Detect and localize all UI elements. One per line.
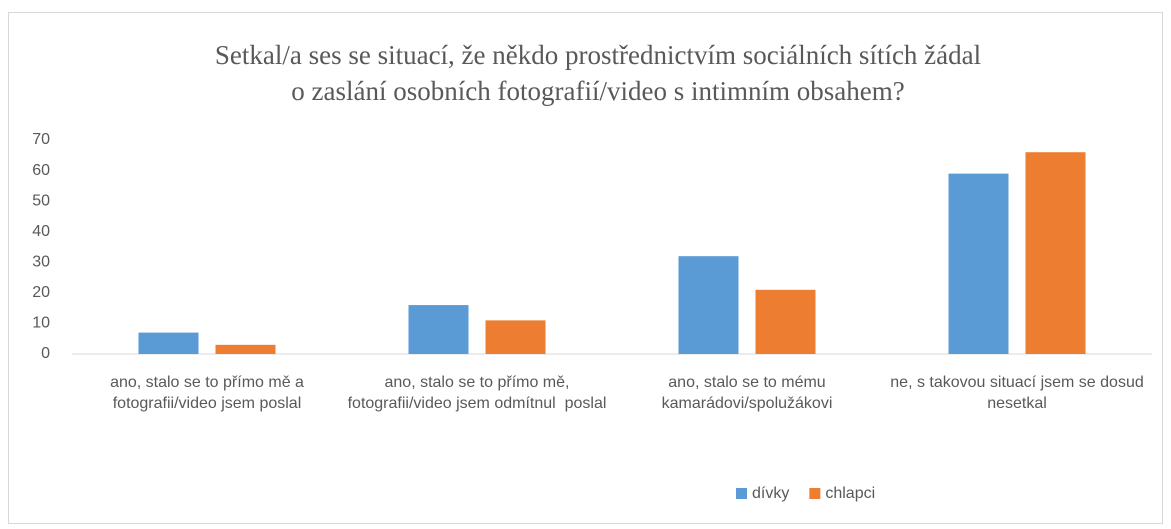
bar (678, 256, 739, 354)
x-tick-label: ano, stalo se to mému kamarádovi/spolužá… (661, 374, 833, 412)
bar (755, 289, 816, 354)
bar (138, 332, 199, 354)
y-tick-label: 50 (32, 192, 50, 209)
y-tick-label: 10 (32, 315, 50, 332)
x-tick-label: ano, stalo se to přímo mě, fotografii/vi… (347, 374, 607, 412)
legend-swatch (809, 488, 821, 499)
bar (408, 305, 469, 354)
x-tick-label: ano, stalo se to přímo mě a fotografii/v… (110, 374, 309, 412)
bar (485, 320, 546, 354)
y-tick-label: 20 (32, 284, 50, 301)
x-tick-label: ne, s takovou situací jsem se dosud nese… (890, 374, 1149, 412)
bar (215, 344, 276, 354)
legend-label: dívky (752, 485, 789, 502)
bar (948, 173, 1009, 354)
y-tick-label: 40 (32, 223, 50, 240)
chart-title: o zaslání osobních fotografií/video s in… (291, 76, 904, 106)
legend-swatch (736, 488, 747, 499)
y-tick-label: 70 (32, 131, 50, 148)
bar (1025, 152, 1086, 354)
legend-label: chlapci (825, 485, 875, 502)
chart-title: Setkal/a ses se situací, že někdo prostř… (215, 40, 981, 70)
y-tick-label: 0 (41, 345, 50, 362)
y-tick-label: 30 (32, 254, 50, 271)
y-tick-label: 60 (32, 162, 50, 179)
